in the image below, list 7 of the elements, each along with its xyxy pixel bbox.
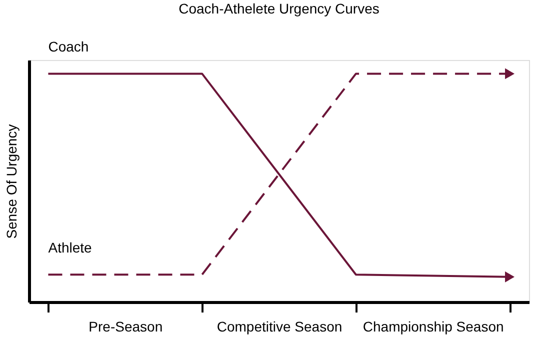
x-tick-label: Championship Season [362, 318, 504, 334]
x-tick-label: Competitive Season [216, 318, 342, 334]
series-label: Coach [48, 38, 89, 55]
y-axis-title: Sense Of Urgency [4, 124, 20, 239]
chart-title: Coach-Athelete Urgency Curves [178, 0, 380, 17]
series-label: Athlete [48, 240, 92, 256]
x-tick-label: Pre-Season [88, 318, 163, 334]
